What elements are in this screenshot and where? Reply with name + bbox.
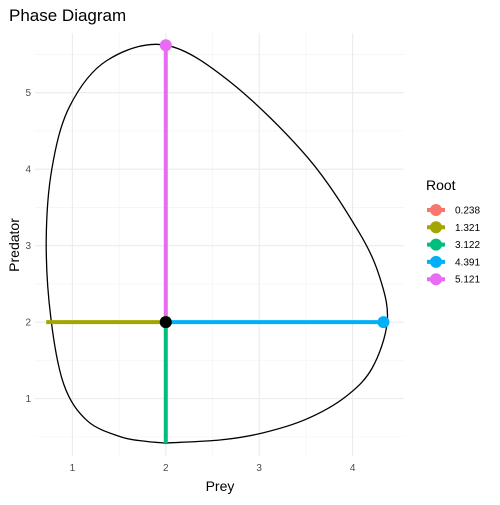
legend-key-point — [430, 238, 442, 251]
orbit-path — [45, 43, 389, 444]
y-tick-label: 3 — [25, 241, 31, 252]
legend-key-point — [430, 221, 442, 234]
y-tick-label: 4 — [25, 165, 31, 176]
x-tick-label: 4 — [350, 463, 356, 474]
legend-label: 3.122 — [455, 240, 480, 251]
series-point-4.391 — [377, 316, 390, 329]
y-tick-label: 1 — [25, 394, 31, 405]
series-point-5.121 — [159, 39, 172, 52]
equilibrium-point — [159, 316, 172, 329]
x-tick-label: 2 — [163, 463, 169, 474]
y-tick-label: 5 — [25, 88, 31, 99]
legend-label: 4.391 — [455, 257, 480, 268]
orbit-trajectory — [45, 43, 389, 444]
legend: Root 0.238 1.321 3.122 4.391 5.121 — [426, 177, 480, 286]
legend-title: Root — [426, 177, 456, 193]
x-tick-label: 1 — [70, 463, 76, 474]
legend-key-point — [430, 204, 442, 216]
legend-key-point — [430, 255, 442, 268]
series-points — [159, 39, 390, 329]
legend-key-point — [430, 273, 442, 286]
legend-label: 1.321 — [455, 223, 480, 234]
x-tick-label: 3 — [256, 463, 262, 474]
grid — [35, 33, 404, 456]
legend-label: 0.238 — [455, 206, 480, 217]
y-axis-title: Predator — [6, 218, 22, 272]
tick-labels: 1 2 3 4 1 2 3 4 5 — [25, 88, 355, 474]
legend-label: 5.121 — [455, 275, 480, 286]
chart-title: Phase Diagram — [9, 6, 126, 25]
y-tick-label: 2 — [25, 318, 31, 329]
series-lines — [46, 45, 384, 443]
x-axis-title: Prey — [206, 478, 235, 494]
